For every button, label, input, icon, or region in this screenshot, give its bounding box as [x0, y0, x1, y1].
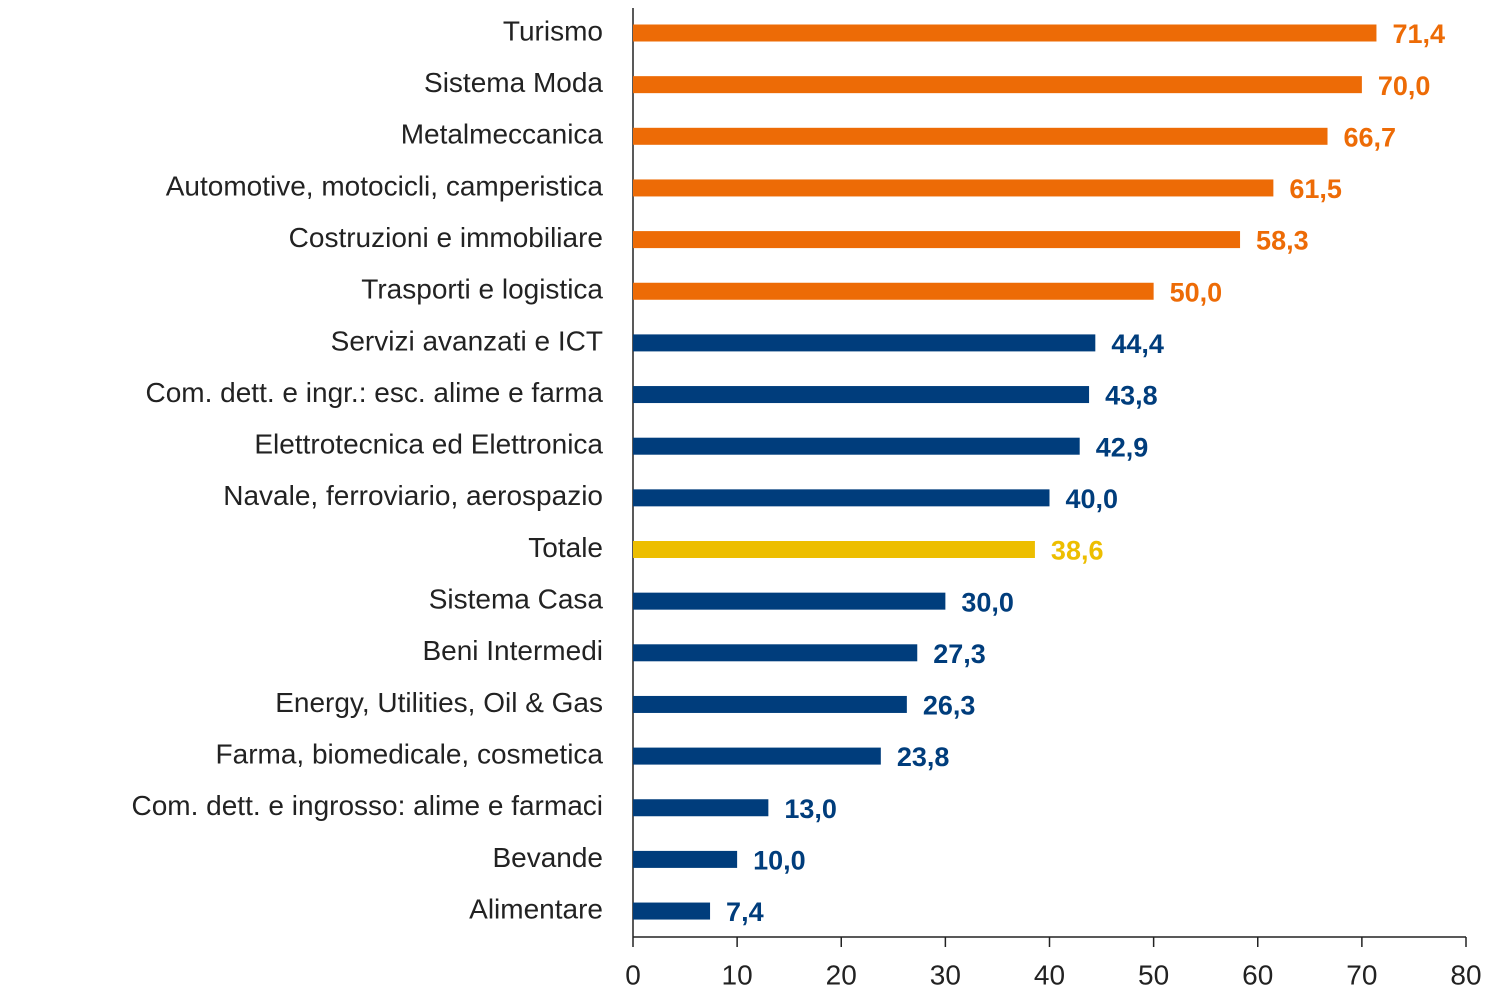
y-tick-label: Bevande [492, 842, 603, 873]
bar [633, 76, 1362, 94]
bar [633, 541, 1035, 558]
y-tick-label: Sistema Casa [429, 584, 604, 615]
value-label: 23,8 [897, 742, 950, 772]
value-label: 7,4 [726, 897, 764, 927]
y-tick-label: Farma, biomedicale, cosmetica [216, 738, 604, 769]
bar [633, 437, 1080, 455]
bar [633, 127, 1328, 145]
value-label: 26,3 [923, 691, 976, 721]
x-tick-label: 50 [1138, 959, 1169, 990]
x-tick-label: 40 [1034, 959, 1065, 990]
bar [633, 850, 738, 868]
value-label: 27,3 [933, 639, 986, 669]
y-tick-label: Com. dett. e ingrosso: alime e farmaci [131, 790, 603, 821]
bar [633, 592, 946, 610]
bar [633, 799, 769, 817]
y-tick-label: Metalmeccanica [401, 119, 604, 150]
y-tick-label: Turismo [503, 15, 603, 46]
bar [633, 489, 1050, 507]
x-tick-label: 0 [625, 959, 641, 990]
value-label: 61,5 [1289, 174, 1342, 204]
x-tick-label: 30 [930, 959, 961, 990]
y-tick-label: Automotive, motocicli, camperistica [166, 170, 604, 201]
value-label: 40,0 [1066, 484, 1119, 514]
value-label: 10,0 [753, 846, 806, 876]
y-tick-label: Com. dett. e ingr.: esc. alime e farma [145, 377, 603, 408]
value-label: 13,0 [784, 794, 837, 824]
y-tick-label: Beni Intermedi [422, 635, 603, 666]
x-tick-label: 60 [1242, 959, 1273, 990]
value-label: 44,4 [1111, 329, 1164, 359]
bar [633, 231, 1241, 249]
y-tick-label: Alimentare [469, 893, 603, 924]
bar [633, 386, 1090, 404]
y-tick-label: Costruzioni e immobiliare [289, 222, 603, 253]
y-tick-label: Totale [528, 532, 603, 563]
y-tick-label: Elettrotecnica ed Elettronica [254, 429, 603, 460]
bar [633, 747, 881, 765]
y-tick-label: Energy, Utilities, Oil & Gas [275, 687, 603, 718]
value-label: 50,0 [1170, 277, 1223, 307]
value-label: 43,8 [1105, 381, 1158, 411]
y-tick-label: Servizi avanzati e ICT [331, 325, 603, 356]
value-label: 38,6 [1051, 536, 1104, 566]
bar [633, 644, 918, 662]
x-tick-label: 20 [826, 959, 857, 990]
bar [633, 282, 1154, 300]
y-tick-label: Navale, ferroviario, aerospazio [223, 480, 603, 511]
value-label: 71,4 [1392, 19, 1445, 49]
value-label: 42,9 [1096, 432, 1149, 462]
bar [633, 24, 1377, 42]
y-tick-label: Sistema Moda [424, 67, 603, 98]
bar [633, 902, 711, 920]
value-label: 66,7 [1344, 122, 1397, 152]
value-label: 58,3 [1256, 226, 1309, 256]
bar [633, 334, 1096, 352]
value-label: 70,0 [1378, 71, 1431, 101]
bar [633, 695, 907, 713]
x-tick-label: 10 [722, 959, 753, 990]
y-tick-label: Trasporti e logistica [361, 274, 603, 305]
x-tick-label: 70 [1346, 959, 1377, 990]
bar [633, 179, 1274, 197]
x-tick-label: 80 [1450, 959, 1481, 990]
value-label: 30,0 [961, 587, 1014, 617]
